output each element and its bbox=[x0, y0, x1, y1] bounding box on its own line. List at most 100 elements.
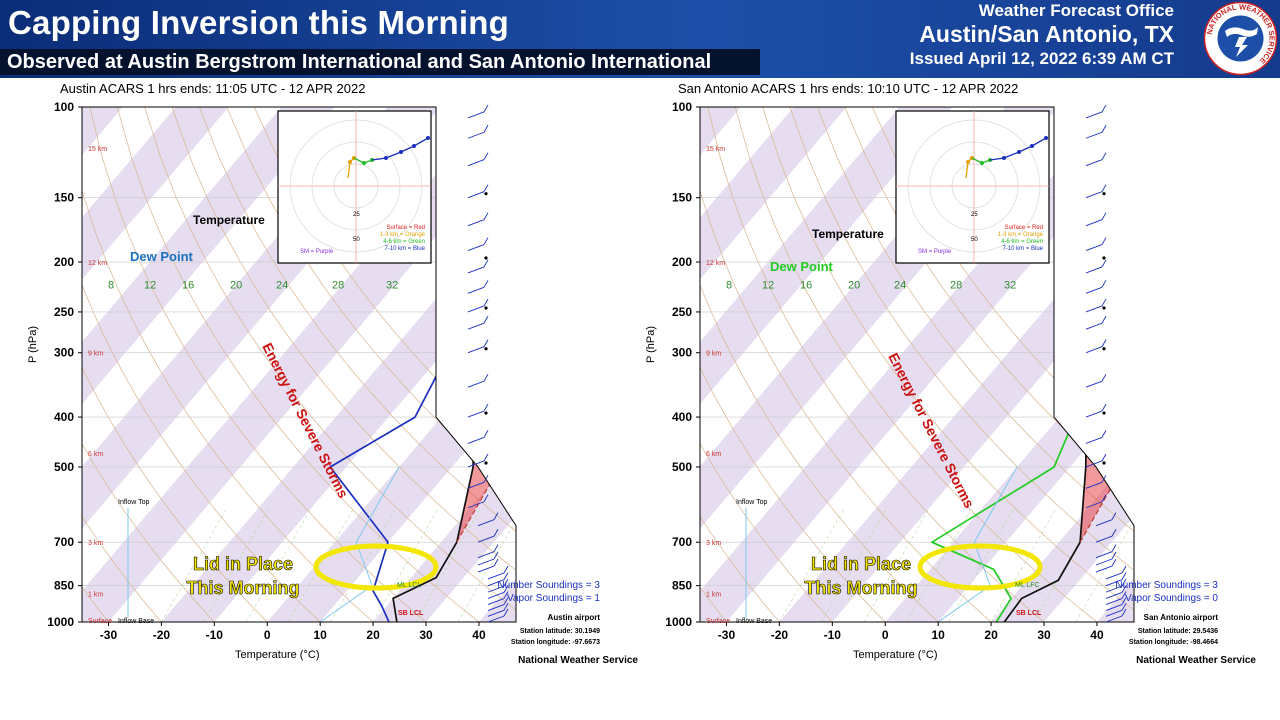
mixing-ratio-label: 28 bbox=[332, 279, 344, 291]
wind-barb bbox=[1085, 436, 1103, 444]
wind-barb-flag bbox=[1121, 591, 1127, 599]
num-soundings: Number Soundings = 3 bbox=[1115, 580, 1218, 591]
wind-barb-flag bbox=[1101, 125, 1107, 133]
wind-barb bbox=[1085, 380, 1103, 388]
wind-barb bbox=[487, 579, 505, 587]
mixing-ratio-line bbox=[372, 507, 439, 622]
y-tick-label: 300 bbox=[54, 346, 74, 360]
wind-barb-flag bbox=[483, 280, 489, 288]
y-tick-label: 500 bbox=[672, 460, 692, 474]
x-tick-label: 20 bbox=[366, 628, 380, 642]
dew-point-line bbox=[328, 107, 516, 622]
lid-ellipse bbox=[313, 543, 439, 591]
wind-barb-flag bbox=[1101, 212, 1107, 220]
wind-barb-flag bbox=[483, 403, 489, 412]
wind-barb bbox=[1105, 592, 1123, 599]
x-tick-label: 20 bbox=[984, 628, 998, 642]
wind-barb bbox=[467, 219, 485, 227]
wind-barb-flag bbox=[1111, 529, 1117, 537]
y-tick-label: 850 bbox=[672, 579, 692, 593]
wind-barb-flag bbox=[493, 512, 499, 520]
y-tick-label: 250 bbox=[672, 305, 692, 319]
hodograph-legend: Surface = Red bbox=[1004, 225, 1043, 231]
wind-barb-flag bbox=[483, 453, 489, 462]
mixing-ratio-line bbox=[415, 507, 482, 622]
mixing-ratio-line bbox=[948, 507, 1015, 622]
wind-barb-flag bbox=[1111, 512, 1117, 520]
wind-barb bbox=[1085, 305, 1103, 313]
isotherm-band bbox=[700, 107, 953, 622]
wind-barb bbox=[467, 286, 485, 294]
temperature-label: Temperature bbox=[193, 213, 265, 227]
y-tick-label: 100 bbox=[672, 100, 692, 114]
height-marker bbox=[484, 461, 488, 465]
hodograph-segment bbox=[1003, 151, 1020, 159]
hodograph-legend: 1-3 km = Orange bbox=[380, 232, 426, 238]
wind-barb-flag bbox=[1101, 104, 1107, 113]
height-label: 6 km bbox=[88, 451, 103, 458]
wind-barb-flag bbox=[1101, 184, 1107, 192]
wind-barb-flag bbox=[1101, 259, 1107, 268]
office-block: Weather Forecast Office Austin/San Anton… bbox=[910, 1, 1174, 69]
x-tick-label: 10 bbox=[931, 628, 945, 642]
wind-barb-flag bbox=[1101, 298, 1107, 307]
wind-barb bbox=[1085, 460, 1103, 468]
x-tick-label: -20 bbox=[771, 628, 789, 642]
wind-barb bbox=[467, 131, 485, 139]
mixing-ratio-line bbox=[203, 507, 270, 622]
height-label: 9 km bbox=[88, 351, 103, 358]
wind-barb-flag bbox=[503, 603, 509, 611]
x-tick-label: -30 bbox=[718, 628, 736, 642]
wind-barb-flag bbox=[503, 572, 509, 580]
mixing-ratio-label: 32 bbox=[386, 279, 398, 291]
x-tick-label: 40 bbox=[472, 628, 486, 642]
hodograph-segment bbox=[413, 137, 429, 147]
hodograph-legend: 7-10 km = Blue bbox=[384, 246, 425, 252]
wind-barb bbox=[1105, 579, 1123, 587]
wind-barb-flag bbox=[483, 184, 489, 192]
inflow-top-label: Inflow Top bbox=[736, 499, 767, 506]
mixing-ratio-line bbox=[863, 507, 930, 622]
wind-barb bbox=[1095, 551, 1113, 559]
wind-barb-flag bbox=[1101, 315, 1107, 324]
y-tick-label: 200 bbox=[54, 255, 74, 269]
x-axis-label: Temperature (°C) bbox=[235, 649, 319, 661]
isotherm-band bbox=[1203, 107, 1258, 622]
wind-barb-flag bbox=[503, 597, 509, 605]
page-subtitle: Observed at Austin Bergstrom Internation… bbox=[0, 49, 760, 99]
energy-shading bbox=[456, 225, 516, 543]
height-label: 3 km bbox=[706, 540, 721, 547]
mixing-ratio-line bbox=[1075, 507, 1134, 622]
height-marker bbox=[1102, 347, 1106, 351]
mixing-ratio-line bbox=[457, 507, 516, 622]
mixing-ratio-label: 20 bbox=[848, 279, 860, 291]
x-tick-label: -20 bbox=[153, 628, 171, 642]
wind-barb-flag bbox=[1101, 339, 1107, 347]
hodograph-legend: Surface = Red bbox=[386, 225, 425, 231]
mixing-ratio-label: 20 bbox=[230, 279, 242, 291]
height-marker bbox=[1102, 411, 1106, 415]
wind-barb-flag bbox=[493, 551, 499, 560]
y-tick-label: 250 bbox=[54, 305, 74, 319]
height-marker bbox=[1102, 306, 1106, 310]
wind-barb-flag bbox=[483, 315, 489, 324]
mixing-ratio-label: 24 bbox=[276, 279, 288, 291]
austin-skewt-plot: Austin ACARS 1 hrs ends: 11:05 UTC - 12 … bbox=[27, 81, 638, 666]
wind-barb bbox=[467, 436, 485, 444]
mixing-ratio-label: 8 bbox=[108, 279, 114, 291]
mixing-ratio-label: 32 bbox=[1004, 279, 1016, 291]
hodograph-segment bbox=[989, 157, 1005, 161]
x-tick-label: -30 bbox=[100, 628, 118, 642]
wind-barb bbox=[1085, 266, 1103, 274]
lid-label-line2: This Morning bbox=[805, 578, 918, 598]
wind-barb-flag bbox=[483, 259, 489, 268]
wind-barb-flag bbox=[483, 475, 489, 483]
wind-barb bbox=[477, 565, 495, 573]
mixing-ratio-line bbox=[245, 507, 312, 622]
hodograph-ring-label: 50 bbox=[353, 237, 360, 243]
height-label: 3 km bbox=[88, 540, 103, 547]
hodograph-legend: 1-3 km = Orange bbox=[998, 232, 1044, 238]
wind-barb bbox=[467, 380, 485, 388]
dewpoint-label: Dew Point bbox=[770, 259, 834, 274]
